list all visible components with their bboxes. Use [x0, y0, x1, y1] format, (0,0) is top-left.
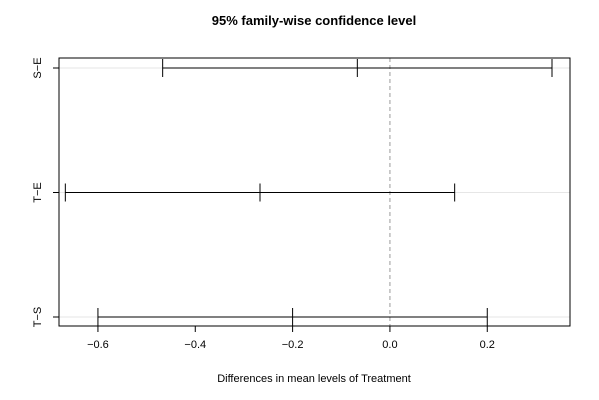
y-tick-label: S−E	[32, 57, 44, 78]
x-tick-label: 0.2	[480, 339, 495, 351]
y-tick-label: T−S	[32, 307, 44, 327]
interval-2	[64, 183, 456, 202]
x-tick-label: −0.4	[184, 339, 206, 351]
x-tick-label: 0.0	[382, 339, 397, 351]
y-axis: S−E T−E T−S	[32, 57, 60, 327]
x-tick-label: −0.6	[87, 339, 109, 351]
y-tick-label: T−E	[32, 182, 44, 202]
x-axis: −0.6 −0.4 −0.2 0.0 0.2	[87, 325, 495, 351]
chart-title: 95% family-wise confidence level	[212, 13, 416, 28]
x-tick-label: −0.2	[282, 339, 304, 351]
interval-3	[97, 308, 488, 326]
x-axis-label: Differences in mean levels of Treatment	[217, 373, 411, 385]
intervals-layer	[64, 59, 553, 326]
interval-1	[162, 59, 553, 77]
